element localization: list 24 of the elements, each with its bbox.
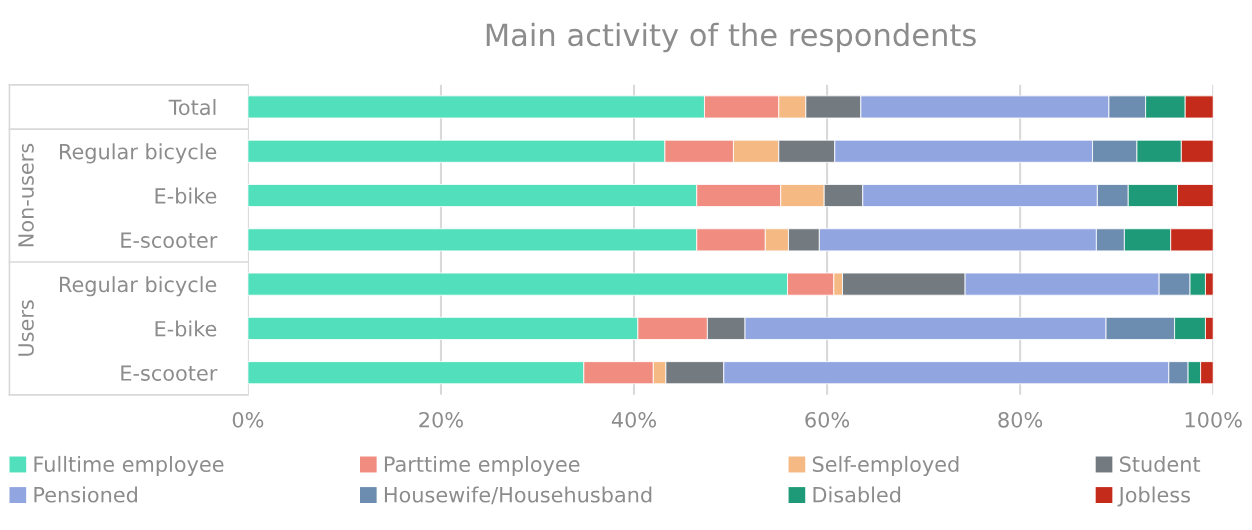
x-tick-label: 100% <box>1185 411 1242 428</box>
legend-label: Pensioned <box>34 486 137 503</box>
y-tick-label: Regular bicycle <box>60 276 217 297</box>
x-tick-label: 60% <box>805 411 850 428</box>
legend-label: Student <box>1119 455 1201 473</box>
y-tick-label: E-scooter <box>121 232 218 249</box>
chart-title: Main activity of the respondents <box>486 22 976 53</box>
legend-label: Disabled <box>813 486 901 503</box>
x-tick-label: 0% <box>232 411 264 428</box>
x-tick-label: 80% <box>998 411 1043 428</box>
legend-label: Housewife/Househusband <box>384 486 652 505</box>
y-tick-label: Regular bicycle <box>60 143 217 164</box>
legend-label: Fulltime employee <box>34 455 224 477</box>
y-tick-label: Total <box>168 99 216 116</box>
y-tick-label: E-bike <box>155 320 217 337</box>
y-tick-label: E-bike <box>155 187 217 204</box>
x-tick-label: 20% <box>419 411 463 428</box>
text: Users <box>18 300 34 356</box>
legend-label: Jobless <box>1117 486 1191 507</box>
legend-label: Parttime employee <box>384 455 580 477</box>
text: Non-users <box>18 143 34 247</box>
x-tick-label: 40% <box>611 411 657 428</box>
y-tick-label: E-scooter <box>121 365 218 381</box>
legend-label: Self-employed <box>812 455 959 477</box>
